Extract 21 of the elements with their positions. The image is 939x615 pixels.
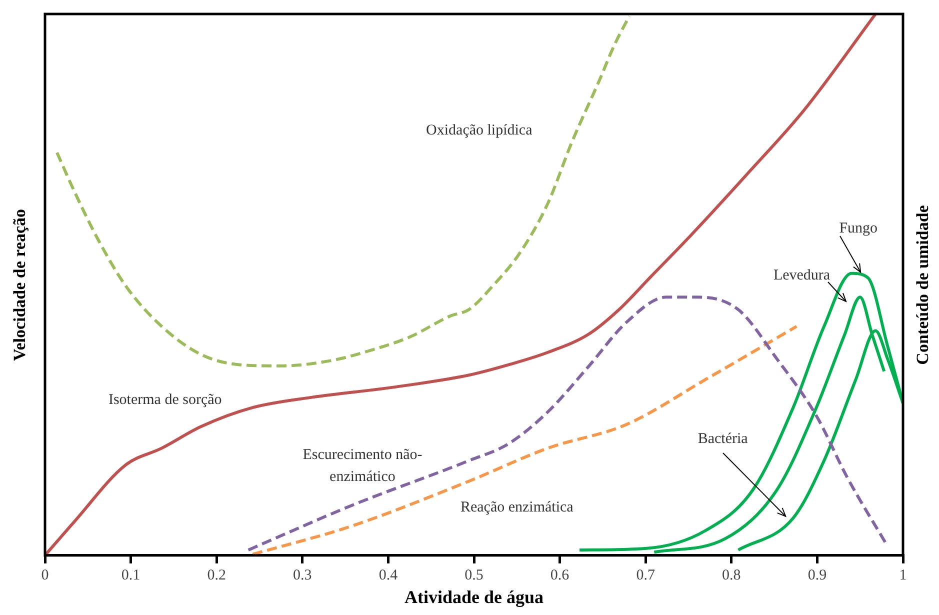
x-tick-label: 0.5 <box>464 567 484 584</box>
series-label: Reação enzimática <box>460 500 574 516</box>
text: Levedura <box>773 267 830 284</box>
x-tick-label: 0.1 <box>121 567 140 584</box>
text: Oxidação lipídica <box>426 122 533 138</box>
series-label: Isoterma de sorção <box>108 392 222 408</box>
series-label: Escurecimento não-enzimático <box>302 447 422 486</box>
text: Fungo <box>839 220 878 236</box>
x-tick-label: 0.6 <box>550 567 570 584</box>
x-tick-label: 0.3 <box>293 567 312 584</box>
y2-axis-title: Conteúdo de umidade <box>912 204 933 365</box>
text: Bactéria <box>698 430 748 447</box>
x-tick-label: 0.8 <box>722 567 741 584</box>
y-axis-title: Velocidade de reação <box>10 208 30 361</box>
x-tick-label: 0.2 <box>207 567 226 584</box>
x-tick-label: 1 <box>899 567 907 584</box>
x-tick-label: 0.9 <box>808 567 827 584</box>
x-axis-title: Atividade de água <box>404 586 544 607</box>
x-tick-label: 0 <box>41 567 49 584</box>
x-tick-label: 0.7 <box>636 567 656 584</box>
x-tick-label: 0.4 <box>378 567 398 584</box>
